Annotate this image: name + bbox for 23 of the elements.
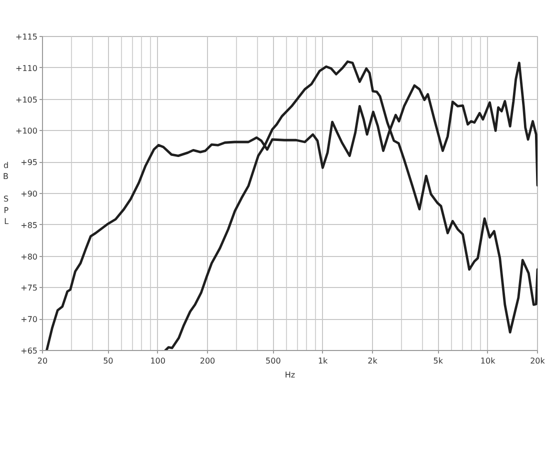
x-tick-label: 2k <box>368 356 378 366</box>
y-tick-label: +70 <box>20 315 38 324</box>
x-tick-label: 500 <box>266 356 281 366</box>
y-tick-label: +85 <box>20 220 38 230</box>
x-tick-label: 50 <box>103 356 114 366</box>
y-tick-label: +105 <box>16 95 38 104</box>
x-tick-label: 20 <box>37 356 48 366</box>
x-tick-label: 200 <box>200 356 216 366</box>
x-axis-title: Hz <box>284 370 296 380</box>
x-tick-label: 10k <box>480 356 496 366</box>
y-tick-label: +95 <box>20 158 38 168</box>
x-tick-label: 20k <box>530 356 546 366</box>
y-tick-label: +65 <box>20 346 38 356</box>
y-tick-label: +100 <box>16 126 38 136</box>
y-tick-label: +115 <box>16 32 38 42</box>
y-tick-label: +90 <box>20 190 38 198</box>
y-tick-label: +80 <box>20 252 38 262</box>
y-tick-label: +110 <box>16 64 38 73</box>
x-tick-label: 100 <box>150 356 166 366</box>
x-tick-label: 1k <box>318 356 328 366</box>
text: d B S P L <box>3 160 9 226</box>
y-tick-label: +75 <box>20 284 38 293</box>
x-tick-label: 5k <box>433 356 444 366</box>
